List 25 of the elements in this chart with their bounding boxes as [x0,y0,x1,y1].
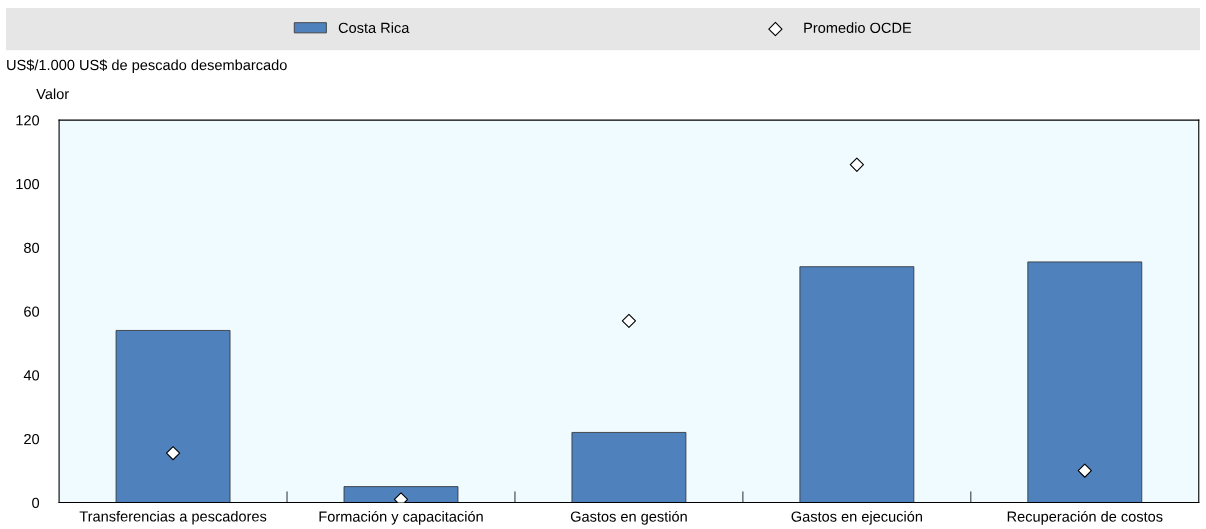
y-tick-label: 60 [24,306,40,317]
bar [1027,261,1143,503]
bar [115,330,231,503]
bar [799,266,915,503]
x-tick-label: Transferencias a pescadores [79,510,267,525]
y-tick-label: 40 [23,370,40,381]
x-tick-label: Gastos en ejecución [791,510,922,525]
point [1077,463,1092,478]
legend-label: Promedio OCDE [804,22,912,34]
x-tick-label: Formación y capacitación [319,510,483,525]
legend-label: Costa Rica [338,22,410,34]
bar [571,432,687,503]
x-tick-label: Gastos en gestión [570,510,687,525]
point [165,446,181,461]
text: Valor [36,88,69,100]
y-tick-label: 0 [32,497,40,508]
y-tick-label: 80 [24,242,40,253]
x-tick-label: Recuperación de costos [1007,510,1163,525]
point [849,157,865,172]
y-tick-label: 100 [16,178,40,190]
y-axis-title: US$/1.000 US$ de pescado desembarcado [7,59,287,74]
y-tick-label: 120 [16,115,40,126]
y-tick-label: 20 [24,433,40,445]
point [621,313,637,329]
bar [343,486,459,503]
